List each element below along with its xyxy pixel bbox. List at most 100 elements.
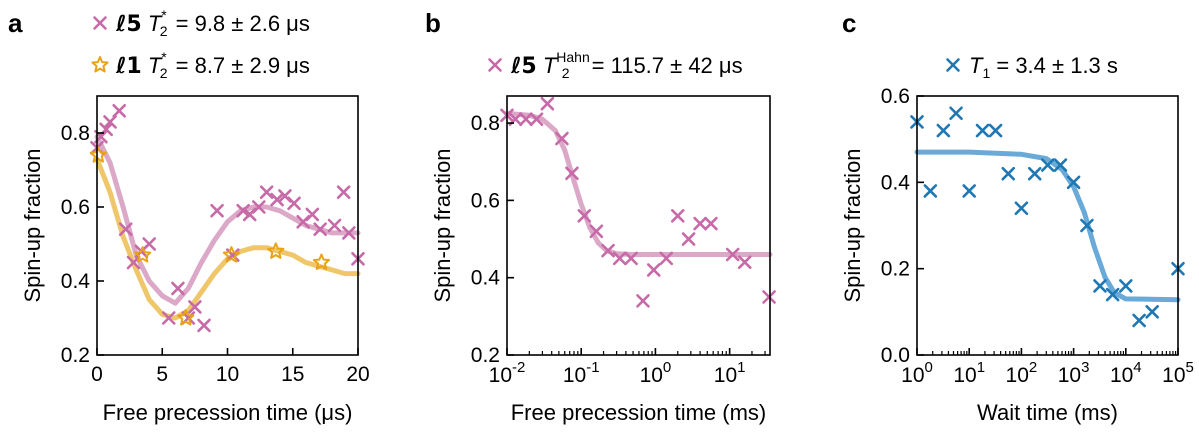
data-point-a-0-18-stroke-2 [252, 200, 266, 214]
x-tick-label-c-1: 101 [953, 359, 985, 387]
y-tick-label-c-1: 0.2 [881, 258, 910, 281]
data-point-a-0-16 [236, 203, 250, 218]
data-point-a-0-24-stroke-2 [305, 207, 320, 222]
legend-entry-b-0: ℓ5 THahn 2 = 115.7 ± 42 μs [488, 49, 743, 81]
data-point-b-0-16 [681, 232, 696, 246]
data-point-a-0-3 [103, 115, 117, 129]
panel-letter-c: c [842, 8, 856, 38]
x-tick-label-b-0: 10-2 [489, 359, 526, 387]
y-axis-label-c: Spin-up fraction [840, 148, 865, 302]
data-point-a-0-5 [118, 222, 133, 236]
data-point-b-0-17-stroke-2 [693, 216, 707, 231]
data-point-c-0-13 [1080, 218, 1094, 233]
data-point-c-0-6-stroke-2 [988, 123, 1003, 138]
data-point-c-0-7 [1001, 166, 1016, 181]
data-point-a-0-28-stroke-2 [342, 226, 356, 240]
data-point-b-0-18 [704, 216, 718, 231]
data-point-b-0-13-stroke-2 [646, 263, 661, 277]
panel-a: a 0.2 0.4 0.6 0.8 0 5 10 15 20 Free precession tim… [8, 7, 370, 425]
data-point-a-0-4 [112, 104, 126, 118]
data-point-b-0-15 [670, 209, 685, 223]
data-point-a-0-20-stroke-2 [270, 192, 284, 207]
data-point-a-0-13-stroke-2 [197, 318, 211, 333]
x-tick-label-c-2: 102 [1006, 359, 1038, 387]
data-point-b-0-7 [577, 209, 592, 223]
data-point-a-0-10-stroke-2 [171, 281, 185, 296]
data-point-a-0-19-stroke-2 [259, 185, 274, 199]
y-tick-label-b-3: 0.8 [471, 112, 500, 135]
y-tick-label-a-3: 0.8 [61, 122, 90, 145]
data-point-c-0-17-stroke-2 [1132, 313, 1146, 328]
x-tick-label-c-0: 100 [901, 359, 933, 387]
x-tick-label-a-4: 20 [346, 363, 369, 386]
data-point-b-0-6-stroke-2 [565, 166, 579, 181]
data-point-a-0-9-stroke-2 [161, 311, 176, 325]
data-point-a-0-21-stroke-2 [278, 189, 292, 203]
data-point-c-0-7-stroke-2 [1001, 166, 1016, 181]
data-point-c-0-9 [1027, 166, 1042, 181]
data-point-a-0-26 [327, 218, 342, 233]
data-point-a-1-0 [89, 146, 107, 163]
data-point-b-0-3-stroke-2 [529, 112, 544, 126]
data-point-b-0-21 [762, 290, 776, 304]
data-point-c-0-4 [962, 184, 977, 198]
data-point-a-1-2 [177, 309, 195, 326]
data-point-a-0-22-stroke-2 [287, 196, 301, 211]
x-axis-label-a: Free precession time (μs) [103, 400, 353, 425]
x-tick-label-a-3: 15 [281, 363, 304, 386]
legend-label-a-0: ℓ5 T* 2 = 9.8 ± 2.6 μs [115, 7, 310, 39]
data-point-c-0-4-stroke-2 [962, 184, 977, 198]
legend-entry-a-1: ℓ1 T* 2 = 8.7 ± 2.9 μs [91, 49, 310, 81]
data-point-a-1-4 [267, 242, 285, 259]
legend-marker-b-0 [488, 58, 502, 72]
data-point-b-0-10-stroke-2 [612, 251, 627, 266]
data-point-b-0-21-stroke-2 [762, 290, 776, 304]
data-point-a-0-8 [142, 237, 156, 251]
legend-label-a-1: ℓ1 T* 2 = 8.7 ± 2.9 μs [115, 49, 310, 81]
data-point-a-0-22 [287, 196, 301, 211]
axes-frame-c [916, 95, 1179, 356]
legend-marker-b-0-stroke-2 [488, 58, 502, 72]
data-point-b-0-13 [646, 263, 661, 277]
data-point-c-0-12-stroke-2 [1066, 175, 1081, 190]
panel-c: c 0.0 0.2 0.4 0.6 100 101 102 103 104 105 Wait time… [840, 8, 1194, 425]
data-point-c-0-2-stroke-2 [936, 123, 951, 138]
data-point-c-0-10-stroke-2 [1040, 158, 1055, 172]
data-point-c-0-3 [949, 106, 963, 121]
panel-letter-a: a [8, 8, 23, 38]
data-point-a-1-5 [312, 253, 331, 270]
legend-entry-c-0: T1 = 3.4 ± 1.3 s [946, 53, 1118, 81]
data-point-b-0-9-stroke-2 [601, 243, 615, 258]
data-point-b-0-11-stroke-2 [624, 251, 638, 266]
data-point-c-0-16 [1119, 279, 1133, 293]
data-point-a-0-24 [305, 207, 320, 222]
data-point-b-0-7-stroke-2 [577, 209, 592, 223]
data-point-c-0-16-stroke-2 [1119, 279, 1133, 293]
data-point-b-0-14-stroke-2 [659, 251, 674, 266]
y-tick-label-b-2: 0.6 [471, 189, 500, 212]
data-point-a-0-6-stroke-2 [126, 255, 141, 270]
y-tick-label-a-0: 0.2 [61, 344, 90, 367]
data-point-c-0-2 [936, 123, 951, 138]
data-point-c-0-18 [1145, 305, 1159, 319]
legend-marker-a-0 [93, 16, 107, 30]
y-axis-label-a: Spin-up fraction [20, 148, 45, 302]
data-point-a-0-8-stroke-2 [142, 237, 156, 251]
data-point-a-1-3 [222, 246, 241, 263]
data-point-a-0-14-stroke-2 [210, 203, 224, 218]
data-point-a-0-10 [171, 281, 185, 296]
data-point-c-0-17 [1132, 313, 1146, 328]
fit-line-b-0 [504, 110, 773, 257]
data-point-c-0-11-stroke-2 [1053, 158, 1068, 172]
data-point-c-0-5-stroke-2 [975, 123, 990, 138]
fit-line-a-0 [94, 134, 361, 306]
y-tick-label-c-0: 0.0 [881, 344, 910, 367]
data-point-c-0-5 [975, 123, 990, 138]
data-point-a-0-26-stroke-2 [327, 218, 342, 233]
data-point-a-0-9 [161, 311, 176, 325]
y-tick-label-a-1: 0.4 [61, 270, 91, 293]
data-point-a-0-12-stroke-2 [188, 300, 202, 314]
data-point-b-0-4 [540, 96, 555, 111]
y-tick-label-c-2: 0.4 [881, 171, 911, 194]
data-point-a-0-4-stroke-2 [112, 104, 126, 118]
